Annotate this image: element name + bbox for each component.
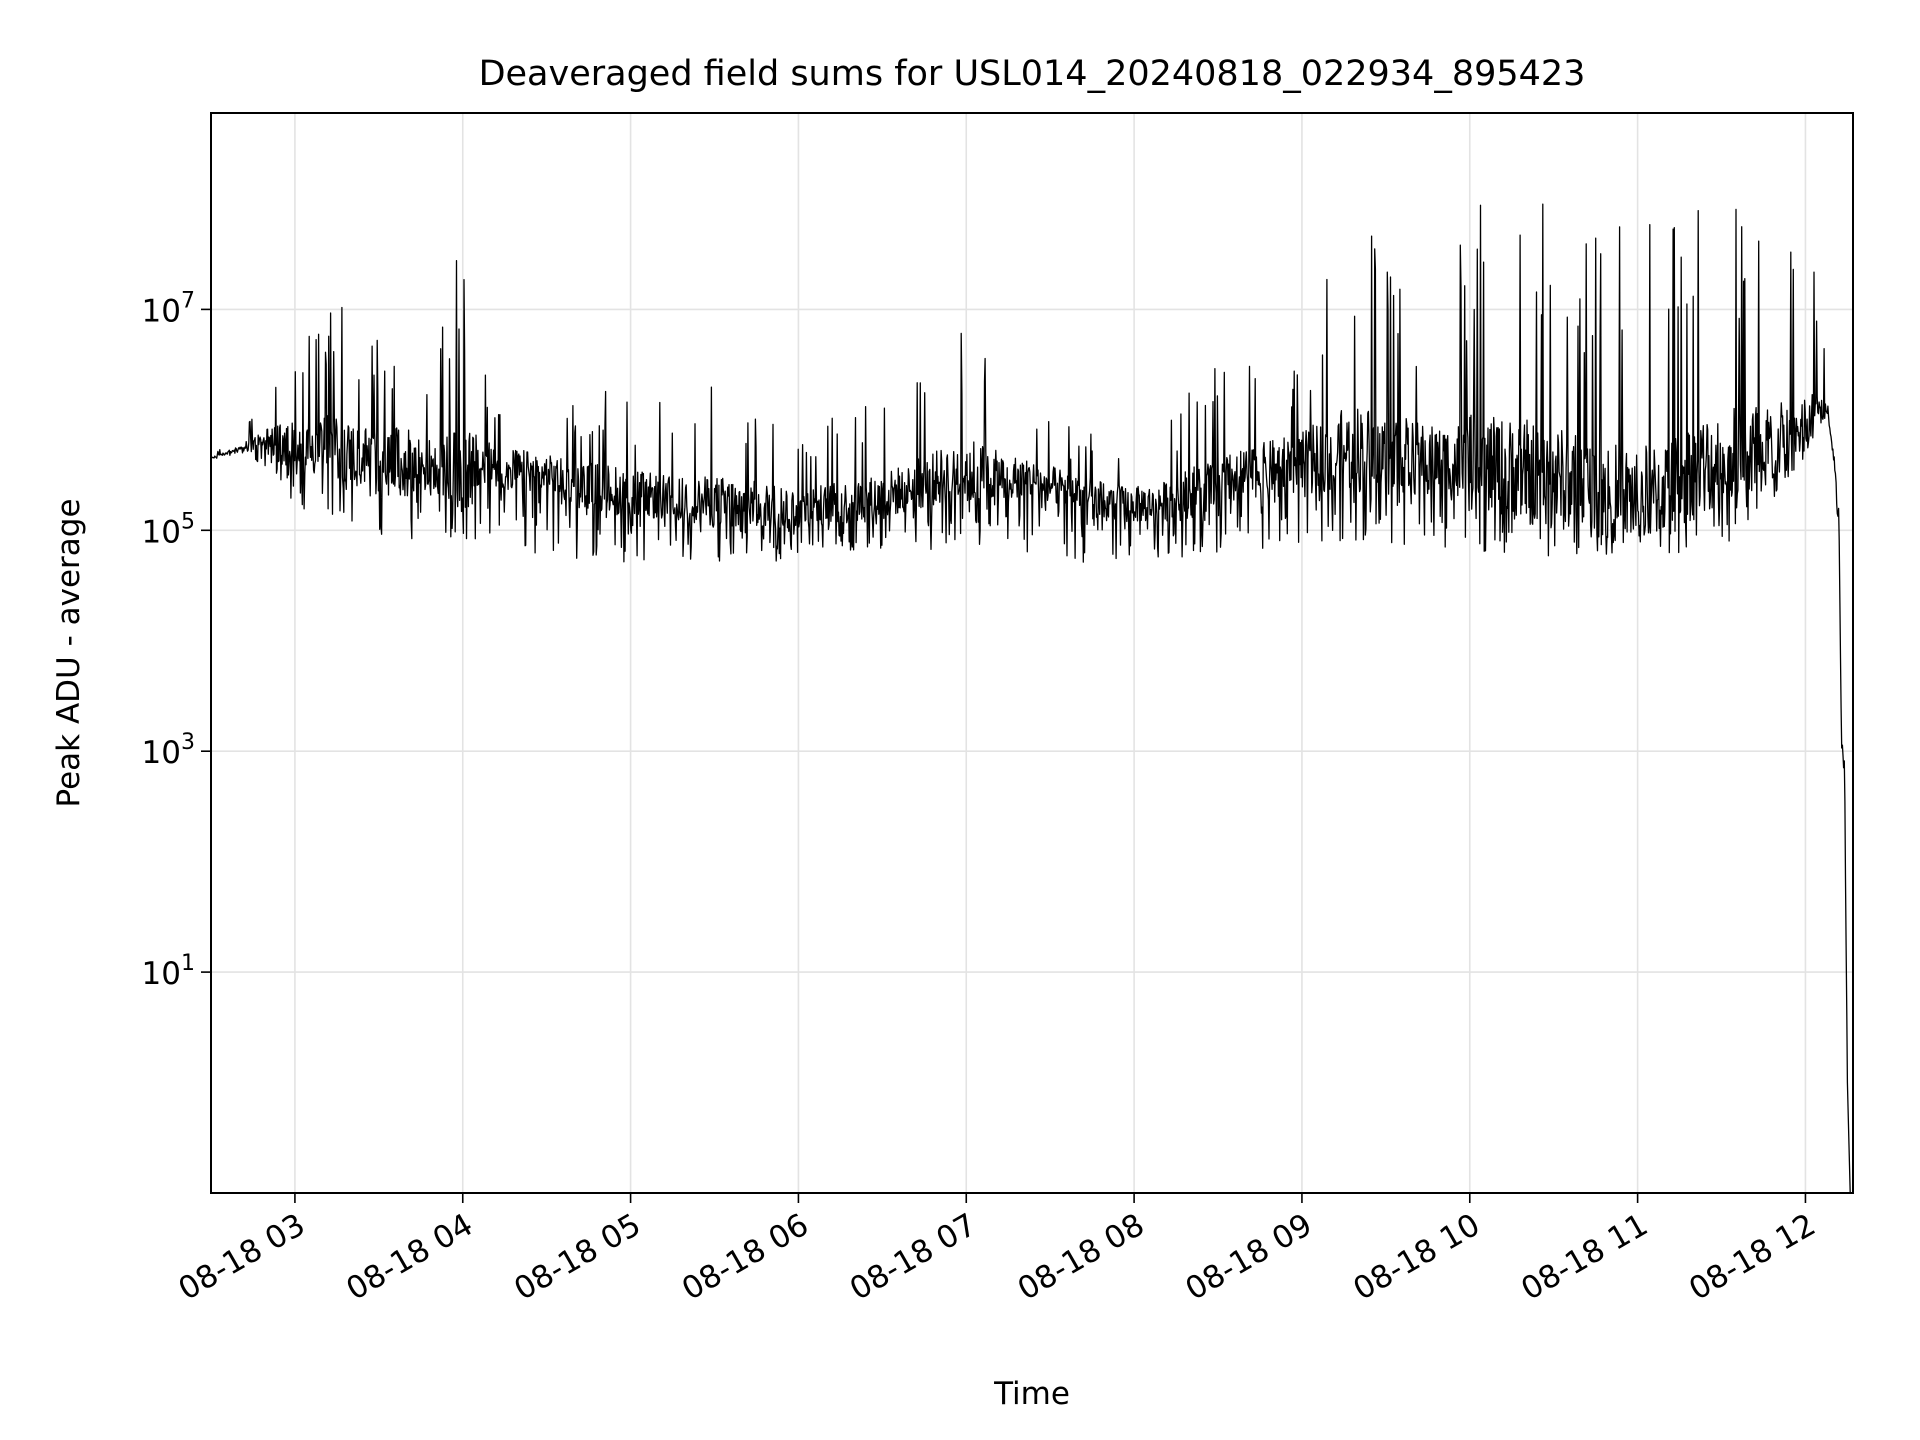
y-axis-label: Peak ADU - average: [51, 498, 87, 807]
x-tick-label: 08-18 09: [1180, 1207, 1319, 1308]
x-tick-label: 08-18 12: [1683, 1207, 1822, 1308]
series-line: [210, 203, 1851, 1194]
x-tick-label: 08-18 10: [1347, 1207, 1486, 1308]
x-tick-label: 08-18 03: [173, 1207, 312, 1308]
grid: [211, 113, 1853, 1193]
chart-title: Deaveraged field sums for USL014_2024081…: [479, 54, 1586, 94]
x-tick-label: 08-18 11: [1515, 1207, 1654, 1308]
x-tick-label: 08-18 07: [844, 1207, 983, 1308]
axes-frame: [210, 112, 1854, 1194]
y-tick-label: 107: [142, 288, 195, 329]
x-tick-label: 08-18 06: [676, 1207, 815, 1308]
y-tick-label: 105: [142, 509, 195, 550]
y-tick-label: 101: [142, 951, 195, 992]
x-axis-label: Time: [993, 1376, 1070, 1412]
y-tick-label: 103: [142, 730, 195, 771]
x-tick-label: 08-18 05: [508, 1207, 647, 1308]
x-tick-label: 08-18 04: [340, 1207, 479, 1308]
x-tick-label: 08-18 08: [1012, 1207, 1151, 1308]
